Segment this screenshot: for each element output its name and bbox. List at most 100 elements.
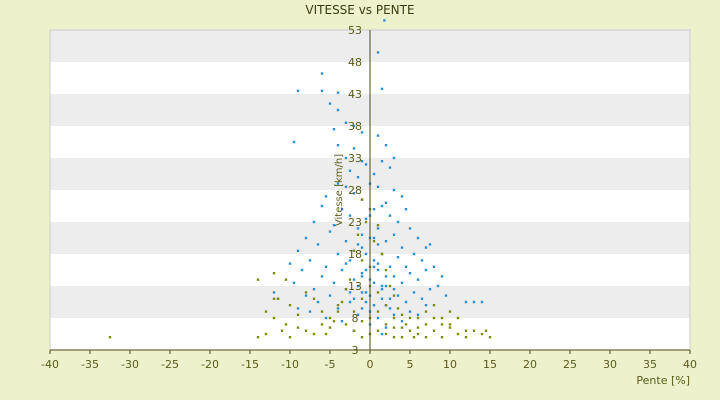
y-tick-label: 18 [348,248,362,261]
data-point-blue [372,172,376,176]
data-point-blue [472,300,476,304]
x-axis-label: Pente [%] [636,374,690,387]
data-point-blue [340,208,344,211]
data-point-olive [372,240,376,243]
data-point-blue [360,160,364,163]
data-point-blue [480,300,484,304]
data-point-blue [404,208,408,211]
data-point-olive [296,313,300,316]
data-point-blue [288,262,292,265]
data-point-blue [376,185,380,188]
chart-title: VITESSE vs PENTE [305,3,414,17]
data-point-olive [464,329,468,332]
data-point-olive [364,220,368,224]
data-point-blue [380,284,384,288]
data-point-blue [404,265,408,268]
data-point-blue [332,128,336,131]
data-point-blue [356,243,360,246]
data-point-blue [392,313,396,316]
x-ticks: -40 -35 -30 -25 -20 -15 -10 -5 0 5 10 15 20 25 30 35 40 [41,350,697,371]
y-tick-label: 38 [348,120,362,133]
x-tick-label: 5 [407,358,414,371]
data-point-olive [312,332,316,336]
y-tick-label: 53 [348,24,362,37]
data-point-olive [376,310,380,313]
data-point-olive [376,224,380,227]
data-point-blue [432,265,436,268]
data-point-blue [408,227,412,230]
x-tick-label: 30 [603,358,617,371]
data-point-blue [388,214,392,217]
data-point-olive [440,316,444,320]
data-point-olive [396,307,400,310]
data-point-olive [408,329,412,332]
data-point-olive [324,332,328,336]
data-point-olive [416,326,420,329]
x-tick-label: 40 [683,358,697,371]
data-point-blue [320,89,324,92]
data-point-olive [336,310,340,313]
data-point-blue [388,297,392,300]
data-point-blue [344,262,348,265]
data-point-olive [304,329,308,332]
data-point-blue [344,121,348,124]
data-point-blue [316,243,320,246]
data-point-olive [432,316,436,320]
data-point-olive [264,310,268,313]
data-point-blue [296,307,300,310]
data-point-blue [416,278,420,281]
data-point-olive [392,316,396,320]
data-point-blue [392,156,396,160]
data-point-blue [360,131,364,134]
data-point-blue [364,291,368,294]
data-point-blue [336,108,340,112]
data-point-blue [383,19,386,22]
data-point-blue [404,300,408,304]
data-point-blue [412,291,416,294]
data-point-olive [272,297,276,300]
data-point-olive [344,323,348,326]
data-point-olive [304,291,308,294]
data-point-blue [440,275,444,278]
x-tick-label: -20 [201,358,219,371]
data-point-blue [344,156,348,160]
data-point-blue [400,281,404,284]
data-point-blue [304,294,308,297]
data-point-olive [432,304,436,307]
data-point-blue [376,268,380,272]
data-point-blue [324,195,328,198]
data-point-olive [456,332,460,336]
data-point-blue [324,265,328,268]
data-point-blue [360,246,364,249]
data-point-olive [408,316,412,320]
data-point-olive [484,329,488,332]
data-point-olive [288,304,292,307]
data-point-blue [408,310,412,313]
data-point-olive [360,320,364,323]
data-point-blue [348,300,352,304]
data-point-blue [344,240,348,243]
y-tick-label: 3 [352,344,359,357]
x-tick-label: -15 [241,358,259,371]
data-point-blue [356,313,360,316]
data-point-olive [400,313,404,316]
data-point-olive [424,323,428,326]
x-tick-label: -35 [81,358,99,371]
data-point-blue [360,272,364,275]
data-point-blue [332,281,336,284]
x-tick-label: 0 [367,358,374,371]
data-point-olive [340,300,344,304]
data-point-blue [380,160,384,163]
data-point-blue [412,252,416,256]
data-point-olive [288,336,292,339]
data-point-blue [336,91,340,94]
data-point-blue [376,262,380,265]
data-point-olive [480,332,484,336]
data-point-blue [388,166,392,169]
y-axis-label: Vitesse [km/h] [334,154,345,226]
data-point-blue [416,236,420,240]
data-point-blue [360,233,364,236]
data-point-blue [380,332,384,336]
data-point-blue [416,313,420,316]
data-point-olive [284,278,288,281]
